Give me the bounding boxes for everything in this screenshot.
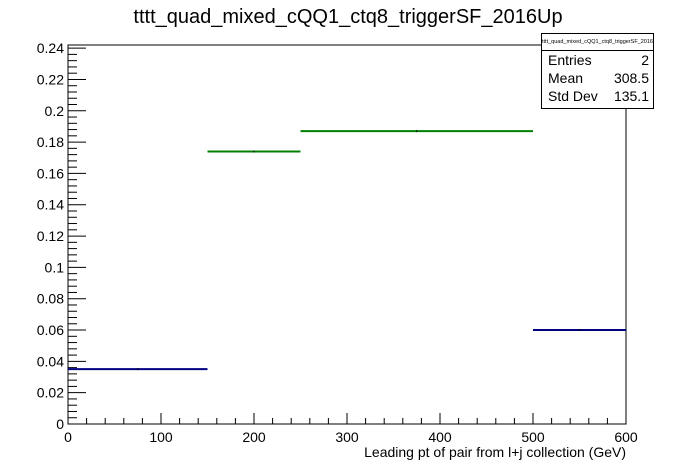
y-tick-label: 0.12 — [37, 228, 64, 244]
x-tick-label: 600 — [614, 429, 638, 445]
y-tick-label: 0 — [56, 416, 64, 432]
stats-box: tttt_quad_mixed_cQQ1_ctq8_triggerSF_2016… — [541, 33, 654, 109]
x-tick-label: 300 — [335, 429, 359, 445]
x-tick-label: 200 — [242, 429, 266, 445]
y-tick-label: 0.08 — [37, 291, 64, 307]
y-tick-label: 0.2 — [45, 103, 65, 119]
y-tick-label: 0.18 — [37, 134, 64, 150]
x-tick-label: 400 — [428, 429, 452, 445]
stats-row-stddev: Std Dev 135.1 — [542, 87, 653, 105]
stats-label: Std Dev — [548, 88, 598, 104]
chart-title: tttt_quad_mixed_cQQ1_ctq8_triggerSF_2016… — [133, 6, 563, 28]
stats-row-entries: Entries 2 — [542, 51, 653, 69]
stats-value: 308.5 — [613, 70, 649, 86]
y-tick-label: 0.04 — [37, 353, 64, 369]
y-tick-label: 0.22 — [37, 71, 64, 87]
x-tick-label: 0 — [64, 429, 72, 445]
y-tick-label: 0.02 — [37, 385, 64, 401]
y-tick-label: 0.16 — [37, 165, 64, 181]
stats-label: Entries — [548, 52, 592, 68]
stats-value: 135.1 — [613, 88, 649, 104]
y-tick-label: 0.1 — [45, 259, 65, 275]
stats-box-title: tttt_quad_mixed_cQQ1_ctq8_triggerSF_2016… — [542, 34, 653, 51]
x-tick-label: 500 — [521, 429, 545, 445]
y-tick-label: 0.06 — [37, 322, 64, 338]
stats-value: 2 — [641, 52, 649, 68]
x-tick-label: 100 — [149, 429, 173, 445]
y-tick-label: 0.24 — [37, 40, 64, 56]
stats-label: Mean — [548, 70, 584, 86]
x-axis-label: Leading pt of pair from l+j collection (… — [364, 444, 626, 460]
stats-row-mean: Mean 308.5 — [542, 69, 653, 87]
y-tick-label: 0.14 — [37, 197, 64, 213]
